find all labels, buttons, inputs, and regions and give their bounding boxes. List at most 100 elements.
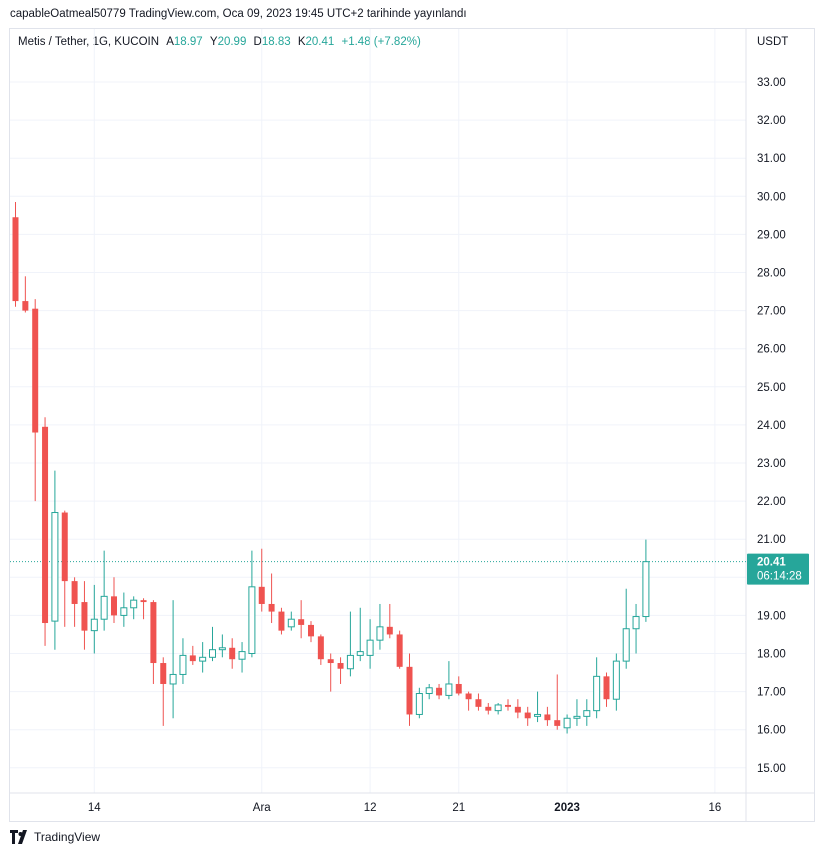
candle	[130, 596, 138, 620]
candle-body	[554, 720, 561, 726]
y-tick-label: 26.00	[757, 344, 786, 356]
candle	[505, 699, 511, 711]
candle	[308, 621, 314, 643]
last-price-badge	[747, 553, 809, 585]
candle	[218, 634, 226, 658]
high-value: 20.99	[217, 36, 247, 48]
candle	[12, 202, 19, 307]
candle-body	[229, 647, 236, 660]
candle	[376, 603, 384, 650]
y-tick-label: 22.00	[757, 496, 786, 508]
candle	[573, 699, 581, 726]
candle	[71, 577, 78, 627]
candle-body	[415, 693, 423, 715]
candle	[32, 299, 39, 502]
candle	[475, 693, 482, 711]
brand-name: TradingView	[34, 830, 101, 844]
candle	[554, 674, 561, 730]
candle	[425, 683, 433, 700]
change-value: +1.48 (+7.82%)	[341, 36, 421, 48]
candle-body	[179, 654, 187, 675]
y-tick-label: 24.00	[757, 420, 786, 432]
open-value: 18.97	[173, 36, 203, 48]
candle-body	[90, 618, 98, 632]
candle-body	[396, 634, 403, 667]
candle-body	[583, 710, 591, 717]
candle-body	[573, 715, 581, 719]
candle	[386, 603, 393, 639]
chart-frame[interactable]	[9, 28, 815, 822]
low-label: D	[253, 36, 262, 48]
candle	[455, 676, 462, 696]
x-tick-label: 21	[452, 802, 465, 814]
candle-body	[258, 586, 265, 604]
candle	[632, 603, 640, 654]
candle	[563, 714, 571, 734]
candle-body	[406, 666, 413, 715]
y-tick-label: 30.00	[757, 191, 786, 203]
x-tick-label: 2023	[554, 802, 580, 814]
open-label: A	[166, 36, 174, 48]
candle-body	[366, 639, 374, 656]
candle-body	[593, 675, 601, 712]
candle	[140, 598, 147, 620]
candle	[111, 577, 117, 624]
candle-body	[485, 706, 492, 711]
candle-body	[317, 636, 324, 660]
candle	[51, 470, 59, 650]
candle-body	[534, 713, 542, 717]
candle-body	[308, 624, 314, 637]
candle	[415, 687, 423, 719]
candle	[209, 626, 216, 662]
candle	[524, 706, 531, 726]
candle-body	[642, 561, 650, 618]
candle	[366, 619, 374, 669]
candle	[436, 683, 443, 700]
candle-body	[169, 673, 177, 685]
candle	[396, 630, 403, 669]
y-tick-label: 19.00	[757, 610, 786, 622]
candle-body	[544, 714, 551, 721]
candle	[120, 592, 128, 627]
candle-body	[51, 512, 59, 622]
candle	[298, 600, 305, 639]
y-tick-label: 21.00	[757, 534, 786, 546]
candle-body	[436, 687, 443, 696]
candle-body	[32, 308, 39, 433]
candle-body	[189, 655, 196, 662]
candle	[346, 611, 354, 677]
candle	[189, 645, 196, 665]
candle	[81, 581, 88, 650]
x-tick-label: Ara	[253, 802, 272, 814]
candle-body	[563, 717, 571, 729]
candle-body	[111, 596, 117, 616]
x-tick-label: 16	[708, 802, 721, 814]
candle	[544, 706, 551, 726]
candle-body	[494, 704, 502, 712]
candle-body	[356, 651, 364, 656]
publication-header: capableOatmeal50779 TradingView.com, Oca…	[10, 8, 467, 20]
candle-body	[612, 660, 620, 700]
candle	[317, 634, 324, 665]
candle-body	[425, 687, 433, 695]
candle-body	[346, 654, 354, 670]
candle	[465, 691, 472, 711]
y-tick-label: 23.00	[757, 458, 786, 470]
x-tick-label: 12	[364, 802, 377, 814]
last-price-value: 20.41	[757, 557, 786, 569]
candle-body	[455, 683, 462, 694]
candle-body	[376, 626, 384, 641]
symbol-legend: Metis / Tether, 1G, KUCOIN A18.97 Y20.99…	[18, 36, 421, 48]
candle-body	[218, 647, 226, 651]
candle	[485, 703, 492, 715]
currency-label: USDT	[757, 36, 788, 48]
candle	[238, 642, 246, 673]
candle-body	[71, 581, 78, 604]
y-tick-label: 25.00	[757, 382, 786, 394]
close-label: K	[297, 36, 306, 48]
candle-body	[622, 628, 630, 662]
symbol-title: Metis / Tether, 1G, KUCOIN	[18, 36, 160, 48]
candle	[583, 699, 591, 726]
candle	[150, 600, 157, 684]
